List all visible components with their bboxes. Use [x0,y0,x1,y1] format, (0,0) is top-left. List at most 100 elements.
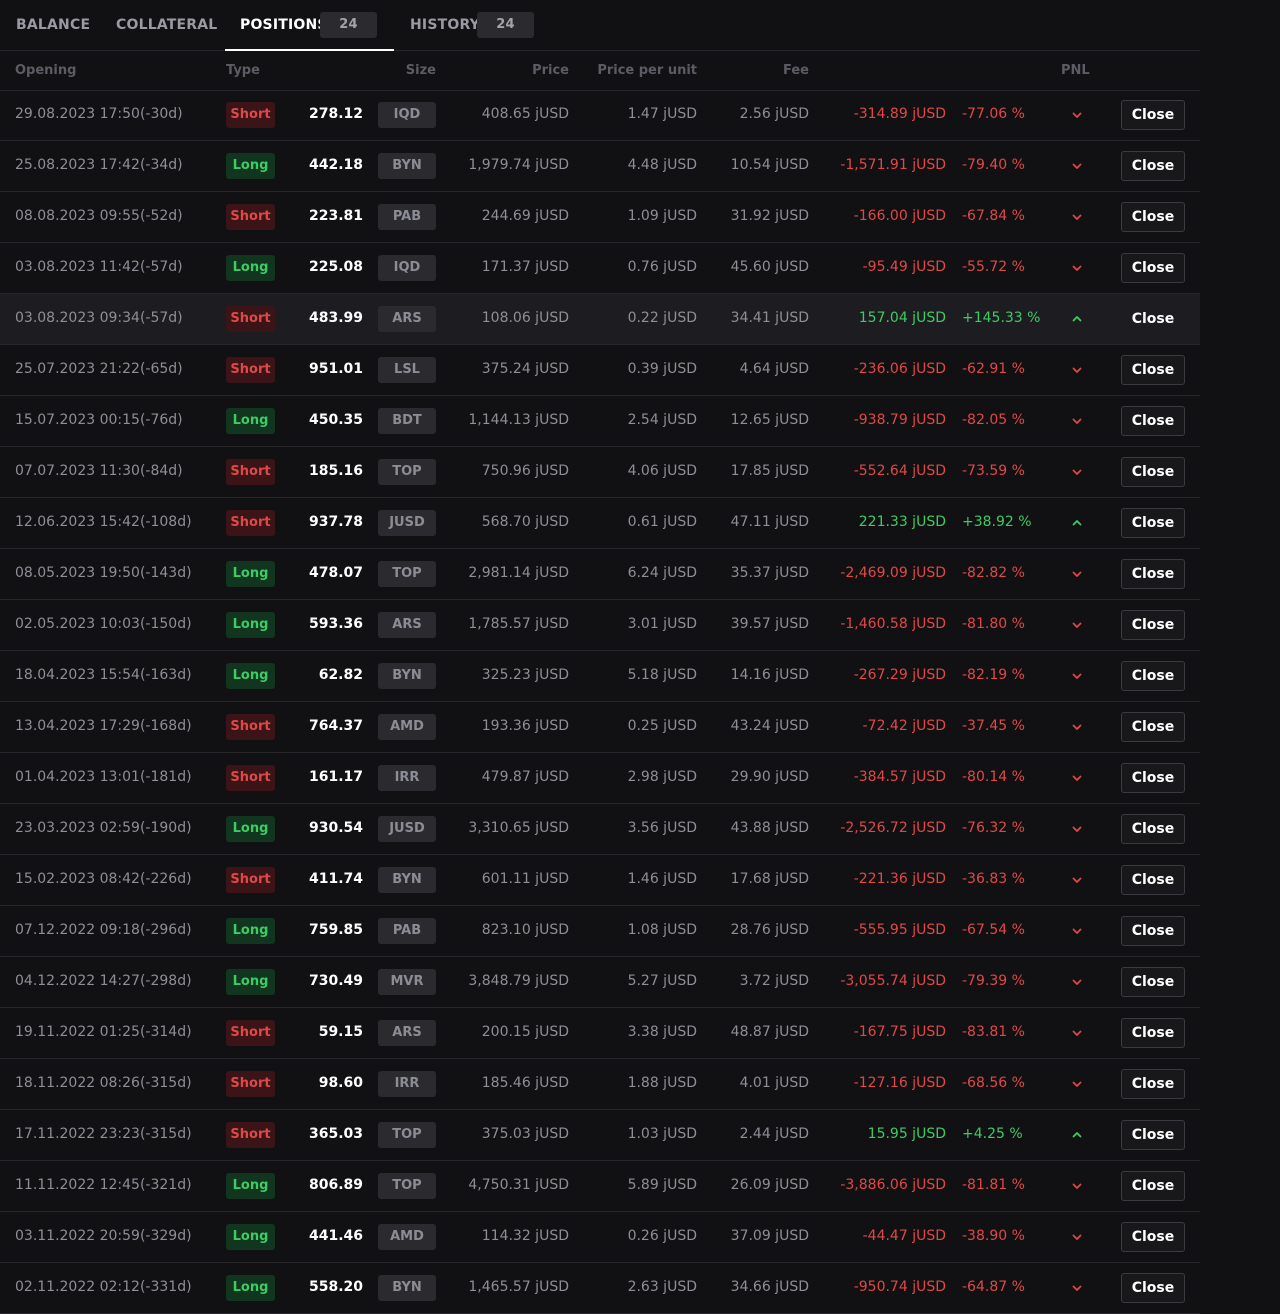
close-position-button[interactable]: Close [1121,406,1185,436]
chevron-down-icon[interactable] [1070,771,1084,785]
close-position-button[interactable]: Close [1121,355,1185,385]
column-header-opening[interactable]: Opening [15,63,77,78]
column-header-pnl[interactable]: PNL [1061,63,1090,78]
close-position-button[interactable]: Close [1121,151,1185,181]
table-row[interactable]: 02.11.2022 02:12(-331d) Long 558.20 BYN 1,46… [0,1263,1200,1314]
close-position-button[interactable]: Close [1121,202,1185,232]
currency-badge: TOP [378,561,436,587]
close-position-button[interactable]: Close [1121,712,1185,742]
position-type-badge: Long [226,918,275,944]
chevron-down-icon[interactable] [1070,1281,1084,1295]
table-row[interactable]: 23.03.2023 02:59(-190d) Long 930.54 JUSD 3,3… [0,804,1200,855]
close-position-button[interactable]: Close [1121,100,1185,130]
close-position-button[interactable]: Close [1121,1222,1185,1252]
chevron-up-icon[interactable] [1070,516,1084,530]
chevron-down-icon[interactable] [1070,159,1084,173]
table-row[interactable]: 07.07.2023 11:30(-84d) Short 185.16 TOP 750.… [0,447,1200,498]
column-header-fee[interactable]: Fee [783,63,809,78]
chevron-down-icon[interactable] [1070,1077,1084,1091]
table-row[interactable]: 01.04.2023 13:01(-181d) Short 161.17 IRR 479… [0,753,1200,804]
table-row[interactable]: 25.07.2023 21:22(-65d) Short 951.01 LSL 375.… [0,345,1200,396]
chevron-up-icon[interactable] [1070,1128,1084,1142]
price-per-unit: 3.01 jUSD [627,616,697,632]
price-per-unit: 4.06 jUSD [627,463,697,479]
close-position-button[interactable]: Close [1121,1120,1185,1150]
close-position-button[interactable]: Close [1121,865,1185,895]
position-type-badge: Long [226,408,275,434]
close-position-button[interactable]: Close [1121,559,1185,589]
close-position-button[interactable]: Close [1121,610,1185,640]
position-fee: 10.54 jUSD [730,157,809,173]
close-position-button[interactable]: Close [1121,1273,1185,1303]
close-position-button[interactable]: Close [1121,1171,1185,1201]
column-header-size[interactable]: Size [405,63,436,78]
chevron-up-icon[interactable] [1070,312,1084,326]
pnl-percent: -68.56 % [962,1075,1025,1091]
close-position-button[interactable]: Close [1121,457,1185,487]
table-row[interactable]: 03.08.2023 11:42(-57d) Long 225.08 IQD 171.3… [0,243,1200,294]
table-row[interactable]: 04.12.2022 14:27(-298d) Long 730.49 MVR 3,84… [0,957,1200,1008]
chevron-down-icon[interactable] [1070,618,1084,632]
close-position-button[interactable]: Close [1121,304,1185,334]
chevron-down-icon[interactable] [1070,363,1084,377]
chevron-down-icon[interactable] [1070,1026,1084,1040]
table-row[interactable]: 18.11.2022 08:26(-315d) Short 98.60 IRR 185.… [0,1059,1200,1110]
price-per-unit: 1.47 jUSD [627,106,697,122]
table-row[interactable]: 19.11.2022 01:25(-314d) Short 59.15 ARS 200.… [0,1008,1200,1059]
chevron-down-icon[interactable] [1070,108,1084,122]
chevron-down-icon[interactable] [1070,720,1084,734]
table-row[interactable]: 25.08.2023 17:42(-34d) Long 442.18 BYN 1,979… [0,141,1200,192]
chevron-down-icon[interactable] [1070,414,1084,428]
table-row[interactable]: 02.05.2023 10:03(-150d) Long 593.36 ARS 1,78… [0,600,1200,651]
column-header-price[interactable]: Price [532,63,569,78]
close-position-button[interactable]: Close [1121,814,1185,844]
table-row[interactable]: 08.05.2023 19:50(-143d) Long 478.07 TOP 2,98… [0,549,1200,600]
opening-date: 17.11.2022 23:23(-315d) [15,1126,192,1142]
close-position-button[interactable]: Close [1121,916,1185,946]
pnl-percent: -83.81 % [962,1024,1025,1040]
pnl-percent: -37.45 % [962,718,1025,734]
chevron-down-icon[interactable] [1070,1179,1084,1193]
tab-balance[interactable]: BALANCE [16,0,96,50]
chevron-down-icon[interactable] [1070,822,1084,836]
close-position-button[interactable]: Close [1121,763,1185,793]
close-position-button[interactable]: Close [1121,1069,1185,1099]
position-size: 450.35 [308,412,363,428]
close-position-button[interactable]: Close [1121,967,1185,997]
table-row[interactable]: 03.08.2023 09:34(-57d) Short 483.99 ARS 108.… [0,294,1200,345]
chevron-down-icon[interactable] [1070,924,1084,938]
tab-positions[interactable]: POSITIONS 24 [225,0,394,51]
table-row[interactable]: 08.08.2023 09:55(-52d) Short 223.81 PAB 244.… [0,192,1200,243]
tab-collateral[interactable]: COLLATERAL [116,0,217,50]
table-row[interactable]: 11.11.2022 12:45(-321d) Long 806.89 TOP 4,75… [0,1161,1200,1212]
pnl-value: -384.57 jUSD [853,769,946,785]
price-per-unit: 2.63 jUSD [627,1279,697,1295]
close-position-button[interactable]: Close [1121,661,1185,691]
tab-history[interactable]: HISTORY 24 [410,0,534,50]
chevron-down-icon[interactable] [1070,975,1084,989]
column-header-price-per-unit[interactable]: Price per unit [597,63,697,78]
chevron-down-icon[interactable] [1070,261,1084,275]
chevron-down-icon[interactable] [1070,210,1084,224]
column-header-type[interactable]: Type [226,63,260,78]
table-row[interactable]: 13.04.2023 17:29(-168d) Short 764.37 AMD 193… [0,702,1200,753]
chevron-down-icon[interactable] [1070,465,1084,479]
table-row[interactable]: 12.06.2023 15:42(-108d) Short 937.78 JUSD 56… [0,498,1200,549]
table-row[interactable]: 15.07.2023 00:15(-76d) Long 450.35 BDT 1,144… [0,396,1200,447]
table-row[interactable]: 07.12.2022 09:18(-296d) Long 759.85 PAB 823.… [0,906,1200,957]
chevron-down-icon[interactable] [1070,873,1084,887]
chevron-down-icon[interactable] [1070,1230,1084,1244]
opening-date: 07.12.2022 09:18(-296d) [15,922,192,938]
close-position-button[interactable]: Close [1121,1018,1185,1048]
table-row[interactable]: 15.02.2023 08:42(-226d) Short 411.74 BYN 601… [0,855,1200,906]
position-price: 193.36 jUSD [481,718,569,734]
table-row[interactable]: 18.04.2023 15:54(-163d) Long 62.82 BYN 325.2… [0,651,1200,702]
table-row[interactable]: 03.11.2022 20:59(-329d) Long 441.46 AMD 114.… [0,1212,1200,1263]
chevron-down-icon[interactable] [1070,669,1084,683]
close-position-button[interactable]: Close [1121,253,1185,283]
table-row[interactable]: 17.11.2022 23:23(-315d) Short 365.03 TOP 375… [0,1110,1200,1161]
chevron-down-icon[interactable] [1070,567,1084,581]
currency-badge: ARS [378,612,436,638]
table-row[interactable]: 29.08.2023 17:50(-30d) Short 278.12 IQD 408.… [0,90,1200,141]
close-position-button[interactable]: Close [1121,508,1185,538]
